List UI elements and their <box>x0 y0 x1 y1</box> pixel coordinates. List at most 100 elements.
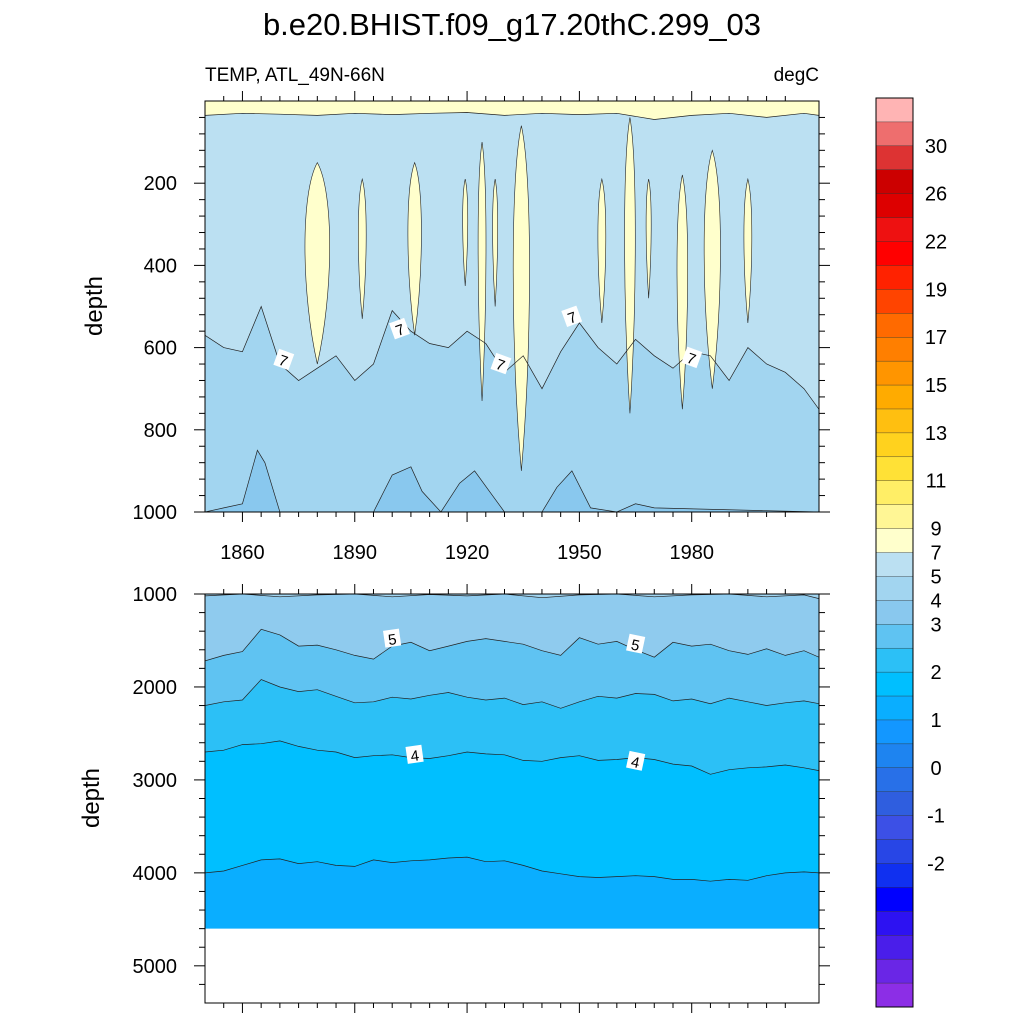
contour-label-text: 5 <box>387 631 398 649</box>
colorbar-swatch-8 <box>875 289 914 314</box>
colorbar-label-5: 15 <box>925 375 947 397</box>
colorbar-swatch-16 <box>875 480 914 506</box>
colorbar-swatch-20 <box>875 576 914 601</box>
lower-axes: 1000 2000 3000 4000 5000 <box>133 584 830 1013</box>
colorbar-swatch-24 <box>875 671 914 697</box>
contour-label-bg <box>405 744 424 764</box>
upper-y-tick-label-400: 400 <box>144 255 177 277</box>
colorbar-swatch-13 <box>875 408 914 434</box>
warm-intrusion-8 <box>624 117 636 414</box>
upper-panel-frame <box>204 100 820 513</box>
warm-intrusion-5 <box>492 179 498 307</box>
upper-band-9-11 <box>205 101 819 120</box>
warm-intrusion-1 <box>358 177 367 319</box>
upper-y-tick-label-1000: 1000 <box>133 502 178 524</box>
lower-y-tick-label-3000: 3000 <box>133 770 178 792</box>
lower-band-5-6 <box>205 594 819 661</box>
colorbar-label-10: 5 <box>930 566 941 588</box>
warm-intrusion-2 <box>407 161 422 336</box>
warm-intrusion-4 <box>477 142 487 402</box>
colorbar-swatch-15 <box>875 456 914 482</box>
upper-contour-label-0: 7 <box>273 348 295 371</box>
colorbar-label-13: 2 <box>930 662 941 684</box>
colorbar-swatch-29 <box>875 791 914 817</box>
colorbar-label-3: 19 <box>925 279 947 301</box>
colorbar-swatch-21 <box>875 600 914 625</box>
colorbar-swatch-11 <box>875 360 914 386</box>
lower-band-4.5-5 <box>205 629 819 709</box>
colorbar-swatch-30 <box>875 815 914 841</box>
upper-contour-label-3: 7 <box>561 305 583 328</box>
upper-contour-6-2 <box>205 449 819 512</box>
colorbar-swatch-22 <box>875 624 914 649</box>
colorbar-label-15: 0 <box>930 758 941 780</box>
colorbar-frame <box>875 97 914 1008</box>
colorbar-swatch-5 <box>875 217 914 243</box>
colorbar-swatch-23 <box>875 647 914 673</box>
colorbar-label-14: 1 <box>930 710 941 732</box>
upper-axes: 1860 1890 1920 1950 1980 200 400 600 800 1000 <box>133 91 830 564</box>
colorbar-swatch-36 <box>875 958 914 984</box>
colorbar-swatch-0 <box>875 97 914 123</box>
colorbar-label-9: 7 <box>930 543 941 565</box>
colorbar-swatch-37 <box>875 982 914 1008</box>
upper-contour-9-0 <box>205 112 819 120</box>
colorbar-swatch-35 <box>875 935 914 960</box>
upper-contour-7-1 <box>205 305 819 410</box>
colorbar-label-4: 17 <box>925 327 947 349</box>
chart-subtitle-units: degC <box>774 65 819 86</box>
contour-label-bg <box>626 633 646 654</box>
lower-contour-label-0: 5 <box>383 628 402 649</box>
chart-subtitle-variable: TEMP, ATL_49N-66N <box>205 65 385 86</box>
colorbar-swatch-6 <box>875 241 914 266</box>
upper-plot-area: 7 7 7 7 7 <box>205 101 819 512</box>
upper-y-tick-label-600: 600 <box>144 338 177 360</box>
upper-contour-label-1: 7 <box>389 317 410 340</box>
colorbar-swatch-10 <box>875 337 914 362</box>
colorbar-swatch-9 <box>875 313 914 338</box>
upper-y-tick-label-200: 200 <box>144 173 177 195</box>
warm-intrusion-7 <box>597 177 607 323</box>
contour-label-bg <box>490 352 512 375</box>
lower-y-tick-label-2000: 2000 <box>133 677 178 699</box>
colorbar-label-1: 26 <box>925 184 947 206</box>
upper-contour-label-4: 7 <box>681 346 703 369</box>
colorbar-label-8: 9 <box>930 519 941 541</box>
upper-y-tick-label-800: 800 <box>144 420 177 442</box>
upper-x-tick-label-1890: 1890 <box>333 542 378 564</box>
warm-intrusion-9 <box>645 179 652 299</box>
lower-y-tick-label-1000: 1000 <box>133 584 178 606</box>
lower-band-4-4.5 <box>205 679 819 775</box>
contour-label-text: 5 <box>629 636 641 654</box>
contour-label-bg <box>273 348 295 371</box>
colorbar-swatch-34 <box>875 911 914 936</box>
lower-y-axis-label: depth <box>78 768 105 828</box>
contour-label-text: 4 <box>410 747 421 765</box>
lower-plot-area: 5 5 4 4 <box>205 594 819 929</box>
contour-label-bg <box>681 346 703 369</box>
colorbar-swatch-12 <box>875 384 914 410</box>
upper-band-6-7 <box>205 306 819 512</box>
lower-contour-3-4 <box>205 856 819 882</box>
lower-panel: 5 5 4 4 1000 2000 3000 4000 5000 depth <box>78 584 830 1013</box>
colorbar-swatch-14 <box>875 432 914 458</box>
colorbar-swatch-2 <box>875 145 914 171</box>
contour-label-bg <box>626 750 646 771</box>
upper-x-tick-label-1980: 1980 <box>669 542 714 564</box>
lower-contour-label-1: 5 <box>626 633 646 655</box>
upper-x-tick-label-1950: 1950 <box>557 542 602 564</box>
lower-contour-label-3: 4 <box>626 750 646 772</box>
lower-y-tick-label-5000: 5000 <box>133 956 178 978</box>
colorbar-label-17: -2 <box>927 853 945 875</box>
warm-intrusion-10 <box>676 174 688 410</box>
upper-y-axis-label: depth <box>81 276 108 336</box>
colorbar-swatch-27 <box>875 743 914 769</box>
warm-intrusion-12 <box>743 177 753 323</box>
colorbar-label-12: 3 <box>930 614 941 636</box>
colorbar-swatch-26 <box>875 719 914 745</box>
colorbar-swatch-18 <box>875 528 914 554</box>
lower-contour-4-3 <box>205 740 819 775</box>
upper-contour-label-2: 7 <box>490 352 512 375</box>
